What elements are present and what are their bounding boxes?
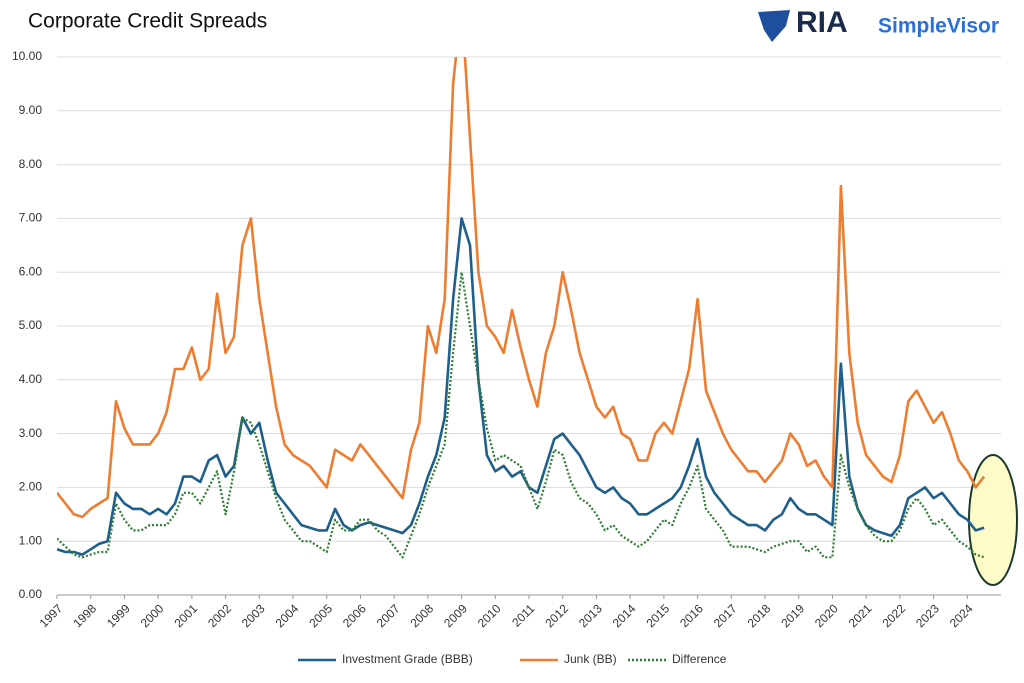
y-tick-label: 1.00 xyxy=(19,533,43,547)
logo-brand: SimpleVisor xyxy=(878,15,999,38)
y-tick-label: 0.00 xyxy=(19,587,43,601)
y-tick-label: 5.00 xyxy=(19,318,43,332)
legend-label: Difference xyxy=(672,652,727,666)
highlight-ellipse xyxy=(968,454,1018,586)
legend-label: Investment Grade (BBB) xyxy=(342,652,473,666)
y-tick-label: 2.00 xyxy=(19,480,43,494)
y-tick-label: 3.00 xyxy=(19,426,43,440)
y-tick-label: 10.00 xyxy=(12,49,42,63)
logo-mark: RIA xyxy=(796,6,848,39)
chart-title: Corporate Credit Spreads xyxy=(28,10,267,33)
y-tick-label: 8.00 xyxy=(19,157,43,171)
series-line xyxy=(57,271,985,559)
y-tick-label: 9.00 xyxy=(19,103,43,117)
plot-area xyxy=(57,57,986,559)
legend-label: Junk (BB) xyxy=(564,652,617,666)
series-line xyxy=(57,217,985,556)
logo-icon xyxy=(758,10,790,42)
y-tick-label: 6.00 xyxy=(19,264,43,278)
y-tick-label: 4.00 xyxy=(19,372,43,386)
y-tick-label: 7.00 xyxy=(19,211,43,225)
series-line xyxy=(57,57,986,519)
